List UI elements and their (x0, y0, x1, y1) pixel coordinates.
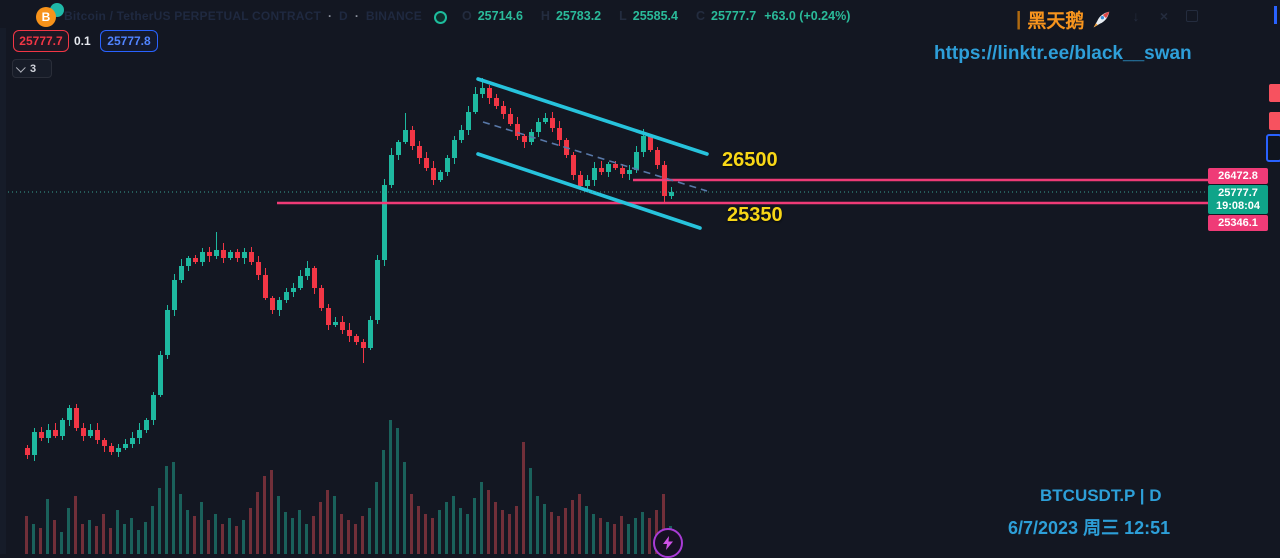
market-status-dot (434, 11, 447, 24)
bar-countdown: 19:08:04 (1215, 199, 1261, 212)
resistance-price-value: 26472.8 (1218, 170, 1258, 182)
spread-value: 0.1 (74, 34, 91, 48)
support-price-label: 25346.1 (1208, 215, 1268, 231)
lightning-icon[interactable] (653, 528, 683, 558)
candles-count-dropdown[interactable]: 3 (12, 59, 52, 78)
bitcoin-glyph: B (41, 10, 51, 24)
symbol-title-row[interactable]: Bitcoin / TetherUS PERPETUAL CONTRACT · … (64, 9, 422, 23)
separator-dot: · (327, 9, 332, 23)
close-glyph: × (1159, 8, 1169, 24)
bolt-glyph (663, 536, 673, 550)
bitcoin-logo-icon: B (36, 7, 56, 27)
resistance-level-text: 26500 (722, 149, 778, 171)
low-value: 25585.4 (632, 9, 678, 23)
watermark-title: | 黑天鹅 (1016, 6, 1112, 33)
close-value: 25777.7 (711, 9, 757, 23)
last-price-label: 25777.7 19:08:04 (1208, 185, 1268, 214)
watermark-link: https://linktr.ee/black__swan (934, 43, 1192, 64)
close-icon[interactable]: × (1156, 8, 1172, 24)
change-value: +63.0 (+0.24%) (764, 9, 851, 23)
buy-button[interactable]: 25777.8 (100, 30, 158, 52)
watermark-symbol: BTCUSDT.P | D (1040, 486, 1162, 505)
high-value: 25783.2 (555, 9, 602, 23)
sell-button[interactable]: 25777.7 (13, 30, 69, 52)
watermark-bar: | (1016, 8, 1022, 30)
close-label: C (695, 9, 705, 23)
ohlc-legend: O 25714.6 H 25783.2 L 25585.4 C 25777.7 … (462, 9, 850, 23)
download-icon[interactable]: ↓ (1128, 8, 1144, 24)
separator-dot: · (354, 9, 359, 23)
symbol-title[interactable]: Bitcoin / TetherUS PERPETUAL CONTRACT (64, 9, 321, 23)
watermark-date: 6/7/2023 周三 12:51 (1008, 518, 1171, 538)
edge-order-label-2 (1269, 112, 1280, 130)
buy-price: 25777.8 (107, 34, 151, 48)
rocket-icon (1094, 11, 1110, 27)
screenshot-icon[interactable] (1184, 8, 1200, 24)
support-price-value: 25346.1 (1218, 217, 1258, 229)
chevron-down-icon (15, 62, 26, 73)
low-label: L (619, 9, 627, 23)
watermark-name: 黑天鹅 (1027, 11, 1085, 32)
timeframe-label[interactable]: D (338, 9, 348, 23)
sell-price: 25777.7 (19, 34, 63, 48)
edge-order-box (1266, 134, 1280, 162)
last-price-value: 25777.7 (1218, 186, 1258, 199)
frame-glyph (1186, 10, 1198, 22)
high-label: H (540, 9, 550, 23)
download-glyph: ↓ (1132, 8, 1140, 24)
left-panel-edge (0, 28, 6, 554)
edge-order-label-1 (1269, 84, 1280, 102)
open-value: 25714.6 (477, 9, 523, 23)
resistance-price-label: 26472.8 (1208, 168, 1268, 184)
exchange-label: BINANCE (365, 9, 422, 23)
open-label: O (462, 9, 472, 23)
dropdown-value: 3 (30, 62, 37, 75)
panel-accent-bar (1274, 6, 1277, 24)
support-level-text: 25350 (727, 204, 783, 226)
